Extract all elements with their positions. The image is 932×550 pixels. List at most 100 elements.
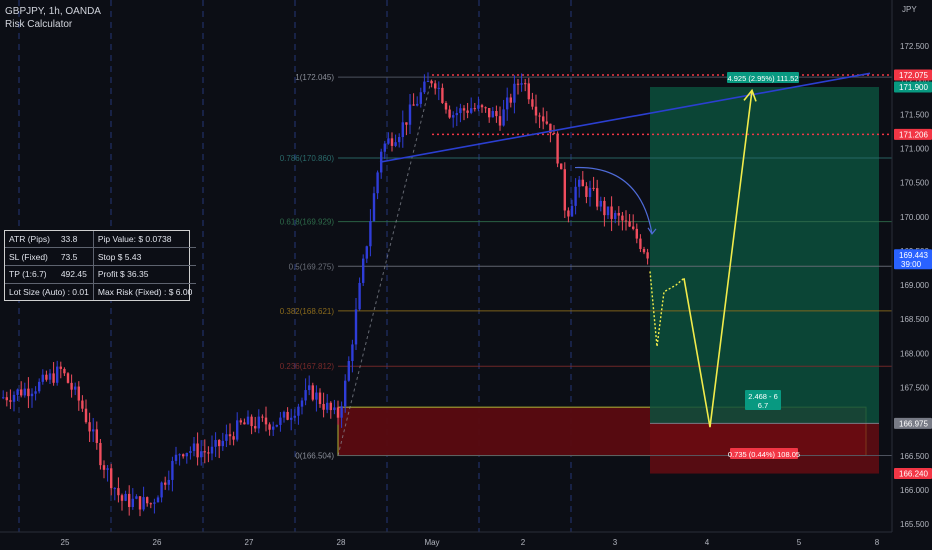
candle-body <box>9 400 12 402</box>
stop-label-bg <box>730 448 798 459</box>
time-tick: 3 <box>613 538 618 547</box>
candle-body <box>239 420 242 423</box>
candle-body <box>225 434 228 441</box>
candle-body <box>290 417 293 420</box>
candles-group <box>2 72 649 517</box>
sl-value: 73.5 <box>56 247 94 266</box>
candle-body <box>520 83 523 85</box>
candle-body <box>333 407 336 411</box>
pip-value: Pip Value: $ 0.0738 <box>92 231 197 249</box>
price-badge-value: 171.900 <box>899 83 928 92</box>
price-tick: 167.500 <box>900 384 929 393</box>
candle-body <box>16 389 19 395</box>
candle-body <box>354 309 358 345</box>
max-risk: Max Risk (Fixed) : $ 6.00 <box>92 283 197 300</box>
candle-body <box>516 83 520 85</box>
tp-value: 492.45 <box>56 265 94 284</box>
candle-body <box>549 123 552 134</box>
candle-body <box>311 385 314 400</box>
candle-body <box>171 460 174 480</box>
candle-body <box>95 429 98 443</box>
price-tick: 170.000 <box>900 213 929 222</box>
candle-body <box>203 451 206 453</box>
indicator-name[interactable]: Risk Calculator <box>5 19 73 30</box>
candle-body <box>30 393 34 397</box>
candle-body <box>178 454 181 456</box>
price-badge <box>894 69 932 81</box>
profit-zone <box>650 86 879 424</box>
candle-body <box>412 104 415 106</box>
price-badge-value: 171.206 <box>899 130 928 139</box>
candle-body <box>430 81 433 84</box>
candle-body <box>56 366 59 383</box>
candle-body <box>617 212 620 216</box>
candle-body <box>279 417 282 425</box>
time-tick: 27 <box>245 538 254 547</box>
candle-body <box>84 408 88 423</box>
candle-body <box>160 482 163 498</box>
candle-body <box>77 386 80 401</box>
candle-body <box>542 116 545 122</box>
candle-body <box>196 443 199 458</box>
price-tick: 166.000 <box>900 486 929 495</box>
candle-body <box>632 226 635 229</box>
price-tick: 165.500 <box>900 520 929 529</box>
candle-body <box>52 373 55 383</box>
candle-body <box>531 99 534 107</box>
candle-body <box>300 400 304 407</box>
candle-body <box>41 374 44 382</box>
candle-body <box>207 452 210 454</box>
candle-body <box>401 122 404 138</box>
fib-label-0.382: 0.382(168.621) <box>280 307 335 316</box>
candle-body <box>498 116 502 126</box>
candle-body <box>308 385 311 391</box>
candle-body <box>639 238 642 249</box>
price-badge-value: 166.240 <box>899 470 928 479</box>
candle-body <box>534 106 538 116</box>
candle-body <box>614 212 617 219</box>
candle-body <box>545 121 548 124</box>
fib-label-0.786: 0.786(170.860) <box>280 154 335 163</box>
candle-body <box>185 452 188 457</box>
candle-body <box>275 424 278 427</box>
price-badge-value: 166.975 <box>899 419 928 428</box>
candle-body <box>455 113 458 116</box>
candle-body <box>23 388 26 396</box>
candle-body <box>621 215 624 221</box>
candle-body <box>570 205 574 217</box>
candle-body <box>228 434 232 437</box>
candle-body <box>362 258 365 283</box>
price-tick: 169.000 <box>900 281 929 290</box>
candle-body <box>272 426 275 430</box>
fib-anchor-line <box>337 76 433 456</box>
candle-body <box>369 221 372 247</box>
candle-body <box>142 497 145 510</box>
price-badge-value: 169.443 <box>899 251 928 260</box>
fib-label-0.236: 0.236(167.812) <box>280 362 335 371</box>
candle-body <box>236 420 239 440</box>
candle-body <box>268 424 271 430</box>
stop-label-text: 0.735 (0.44%) 108.05 <box>728 450 800 459</box>
candle-body <box>106 468 109 470</box>
candle-body <box>527 83 530 100</box>
candle-body <box>596 188 599 207</box>
candle-body <box>495 111 498 117</box>
candle-body <box>110 468 113 489</box>
candle-body <box>174 454 178 461</box>
candle-body <box>592 187 595 189</box>
candle-body <box>398 137 401 143</box>
price-badge <box>894 128 932 140</box>
candle-body <box>20 389 23 396</box>
candle-body <box>416 103 419 106</box>
candle-body <box>2 397 5 399</box>
candle-body <box>131 498 134 508</box>
candle-body <box>81 400 84 409</box>
candle-body <box>624 220 628 222</box>
candle-body <box>167 479 170 485</box>
price-badge <box>894 417 932 429</box>
candle-body <box>322 403 325 410</box>
candle-body <box>297 406 300 416</box>
candle-body <box>344 380 347 407</box>
time-axis-bg <box>0 532 932 550</box>
